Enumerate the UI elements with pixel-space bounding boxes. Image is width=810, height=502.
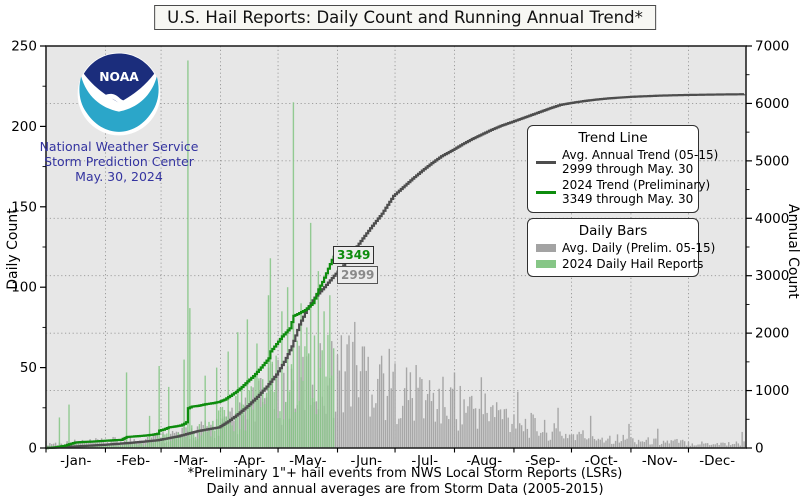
noaa-logo-icon: NOAA (77, 52, 161, 136)
month-label: -Dec- (699, 453, 735, 469)
legend-2024-trend-label: 2024 Trend (Preliminary) (562, 178, 711, 193)
footnote-line-2: Daily and annual averages are from Storm… (206, 482, 604, 497)
left-tick-label: 50 (20, 360, 37, 376)
branding-line-2: Storm Prediction Center (44, 153, 194, 169)
month-label: -Jul- (411, 453, 438, 469)
legend-avg-annual-trend-label: Avg. Annual Trend (05-15) (562, 148, 719, 162)
legend-trend-title: Trend Line (578, 130, 648, 146)
month-label: -Feb- (116, 453, 150, 469)
noaa-branding: NOAA National Weather Service Storm Pred… (38, 50, 200, 184)
trend-2024-line (46, 255, 335, 450)
right-tick-label: 6000 (755, 96, 789, 112)
month-label: -Mar- (174, 453, 208, 469)
legend-avg-annual-trend-value: 2999 through May. 30 (562, 162, 694, 177)
avg-daily-bar-swatch (536, 244, 556, 253)
noaa-logo-text: NOAA (99, 70, 139, 84)
legend-trend-line: Trend Line Avg. Annual Trend (05-15) 299… (527, 125, 718, 213)
daily-2024-bar-swatch (536, 260, 556, 269)
left-tick-label: 250 (11, 39, 37, 55)
y-axis-label-annual-count: Annual Count (785, 204, 801, 299)
right-tick-label: 3000 (755, 268, 789, 284)
month-label: -Sep- (525, 453, 560, 469)
legend-item-2024-trend: 2024 Trend (Preliminary) 3349 through Ma… (536, 178, 710, 206)
branding-date: May. 30, 2024 (75, 168, 163, 184)
annotation-2024-total: 3349 (333, 246, 375, 264)
left-tick-label: 0 (28, 441, 37, 457)
month-label: -Jun- (350, 453, 382, 469)
chart-title: U.S. Hail Reports: Daily Count and Runni… (154, 5, 656, 30)
footnote-line-1: *Preliminary 1"+ hail events from NWS Lo… (187, 466, 623, 481)
left-tick-label: 100 (11, 280, 37, 296)
right-tick-label: 4000 (755, 211, 789, 227)
legend-avg-daily-label: Avg. Daily (Prelim. 05-15) (562, 241, 716, 255)
month-label: -Jan- (60, 453, 91, 469)
left-tick-label: 200 (11, 119, 37, 135)
branding-line-1: National Weather Service (39, 139, 199, 154)
legend-item-avg-annual-trend: Avg. Annual Trend (05-15) 2999 through M… (536, 148, 718, 176)
legend-2024-trend-value: 3349 through May. 30 (562, 192, 694, 207)
trend-2024-line-swatch (536, 190, 556, 194)
month-label: -Aug- (466, 453, 502, 469)
month-label: -May- (289, 453, 327, 469)
legend-item-avg-daily: Avg. Daily (Prelim. 05-15) (536, 241, 715, 255)
right-tick-label: 1000 (755, 383, 789, 399)
month-label: -Apr- (233, 453, 265, 469)
month-label: -Oct- (584, 453, 618, 469)
right-tick-label: 7000 (755, 39, 789, 55)
left-tick-label: 150 (11, 199, 37, 215)
right-tick-label: 0 (755, 441, 764, 457)
right-tick-label: 5000 (755, 153, 789, 169)
y-axis-label-daily-count: Daily Count (5, 208, 21, 290)
avg-annual-trend-line-swatch (536, 160, 556, 164)
legend-2024-daily-label: 2024 Daily Hail Reports (562, 257, 704, 272)
month-label: -Nov- (642, 453, 678, 469)
legend-daily-bars: Daily Bars Avg. Daily (Prelim. 05-15) 20… (527, 218, 715, 278)
legend-bars-title: Daily Bars (578, 223, 648, 239)
right-tick-label: 2000 (755, 326, 789, 342)
avg-annual-trend-line (46, 93, 746, 450)
legend-item-2024-daily: 2024 Daily Hail Reports (536, 257, 703, 271)
annotation-avg-total: 2999 (337, 266, 379, 284)
